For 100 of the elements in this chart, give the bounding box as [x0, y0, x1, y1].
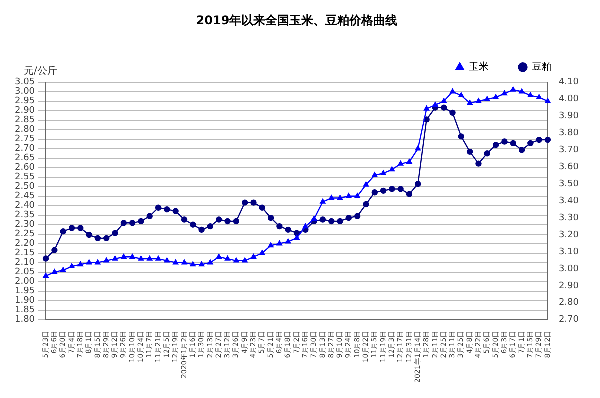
point [182, 260, 188, 265]
point [406, 191, 413, 198]
point [60, 267, 66, 272]
y-tick-label: 2.60 [14, 163, 36, 174]
y-tick-label: 2.25 [14, 230, 36, 240]
point [493, 94, 499, 100]
point [338, 195, 344, 200]
y-tick-label: 2.00 [14, 277, 36, 288]
point [268, 242, 274, 248]
y-tick-label: 2.20 [14, 239, 36, 250]
point [260, 250, 266, 256]
point [363, 201, 370, 208]
point [233, 218, 240, 225]
point [502, 138, 508, 145]
point [147, 256, 153, 261]
point [95, 260, 101, 265]
y2-tick-label: 3.20 [558, 230, 580, 240]
point [120, 220, 128, 226]
y-tick-label: 2.05 [14, 268, 36, 278]
point [68, 225, 76, 232]
y-tick-label: 2.95 [14, 96, 36, 107]
point [138, 218, 144, 225]
point [328, 195, 334, 200]
y-tick-label: 2.50 [14, 182, 36, 192]
legend-label: 玉米 [469, 60, 489, 73]
point [42, 256, 50, 262]
y2-tick-label: 2.70 [558, 315, 580, 326]
y-tick-label: 2.90 [14, 106, 36, 116]
point [492, 142, 500, 148]
point [415, 181, 422, 188]
point [121, 254, 127, 259]
point [130, 254, 136, 259]
point [328, 218, 335, 225]
y-tick-label: 2.75 [14, 134, 36, 145]
point [320, 198, 326, 204]
point [544, 136, 552, 144]
point [380, 170, 386, 176]
point [250, 200, 257, 206]
point [441, 98, 447, 104]
point [276, 240, 282, 246]
point [242, 200, 248, 206]
point [276, 223, 283, 230]
y2-tick-label: 3.70 [558, 146, 580, 156]
point [476, 98, 482, 104]
point [372, 190, 378, 196]
point [346, 214, 352, 222]
y2-tick-label: 3.50 [558, 179, 580, 190]
point [476, 160, 482, 167]
point [528, 92, 534, 98]
point [363, 182, 369, 187]
point [250, 254, 256, 259]
point [285, 226, 292, 234]
point [129, 220, 136, 226]
point [156, 256, 162, 261]
point [104, 235, 110, 242]
y-tick-label: 2.35 [14, 210, 36, 221]
y2-tick-label: 3.80 [558, 128, 580, 139]
y-tick-label: 2.15 [14, 248, 36, 259]
point [52, 247, 58, 254]
point [502, 90, 508, 96]
y-tick-label: 1.90 [14, 296, 36, 306]
y-tick-label: 2.10 [14, 258, 36, 268]
point [78, 225, 84, 232]
point [389, 166, 395, 172]
point [302, 224, 308, 229]
point [60, 228, 66, 235]
point [138, 256, 144, 261]
point [190, 222, 196, 228]
point [389, 186, 396, 192]
y-tick-label: 3.05 [14, 78, 36, 88]
point [52, 269, 58, 274]
point [432, 102, 438, 108]
chart-title: 2019年以来全国玉米、豆粕价格曲线 [196, 13, 398, 28]
point [94, 235, 102, 242]
y2-tick-label: 4.00 [558, 94, 580, 105]
point [398, 186, 404, 192]
point [484, 96, 490, 102]
point [510, 86, 516, 92]
point [354, 193, 360, 198]
point [198, 226, 205, 234]
point [337, 218, 344, 225]
point [286, 238, 292, 244]
point [528, 140, 534, 147]
point [242, 258, 248, 263]
point [415, 146, 421, 151]
y-tick-label: 2.45 [14, 192, 36, 202]
point [346, 193, 352, 198]
y2-tick-label: 3.90 [558, 112, 580, 122]
point [173, 260, 179, 265]
point [104, 258, 110, 263]
point [441, 104, 448, 111]
y2-tick-label: 2.80 [558, 298, 580, 308]
y-tick-label: 1.80 [14, 315, 36, 326]
point [86, 260, 92, 265]
point [259, 204, 266, 211]
point [372, 172, 378, 178]
point [354, 213, 361, 220]
point [458, 134, 465, 140]
point [458, 92, 464, 98]
point [216, 216, 222, 223]
